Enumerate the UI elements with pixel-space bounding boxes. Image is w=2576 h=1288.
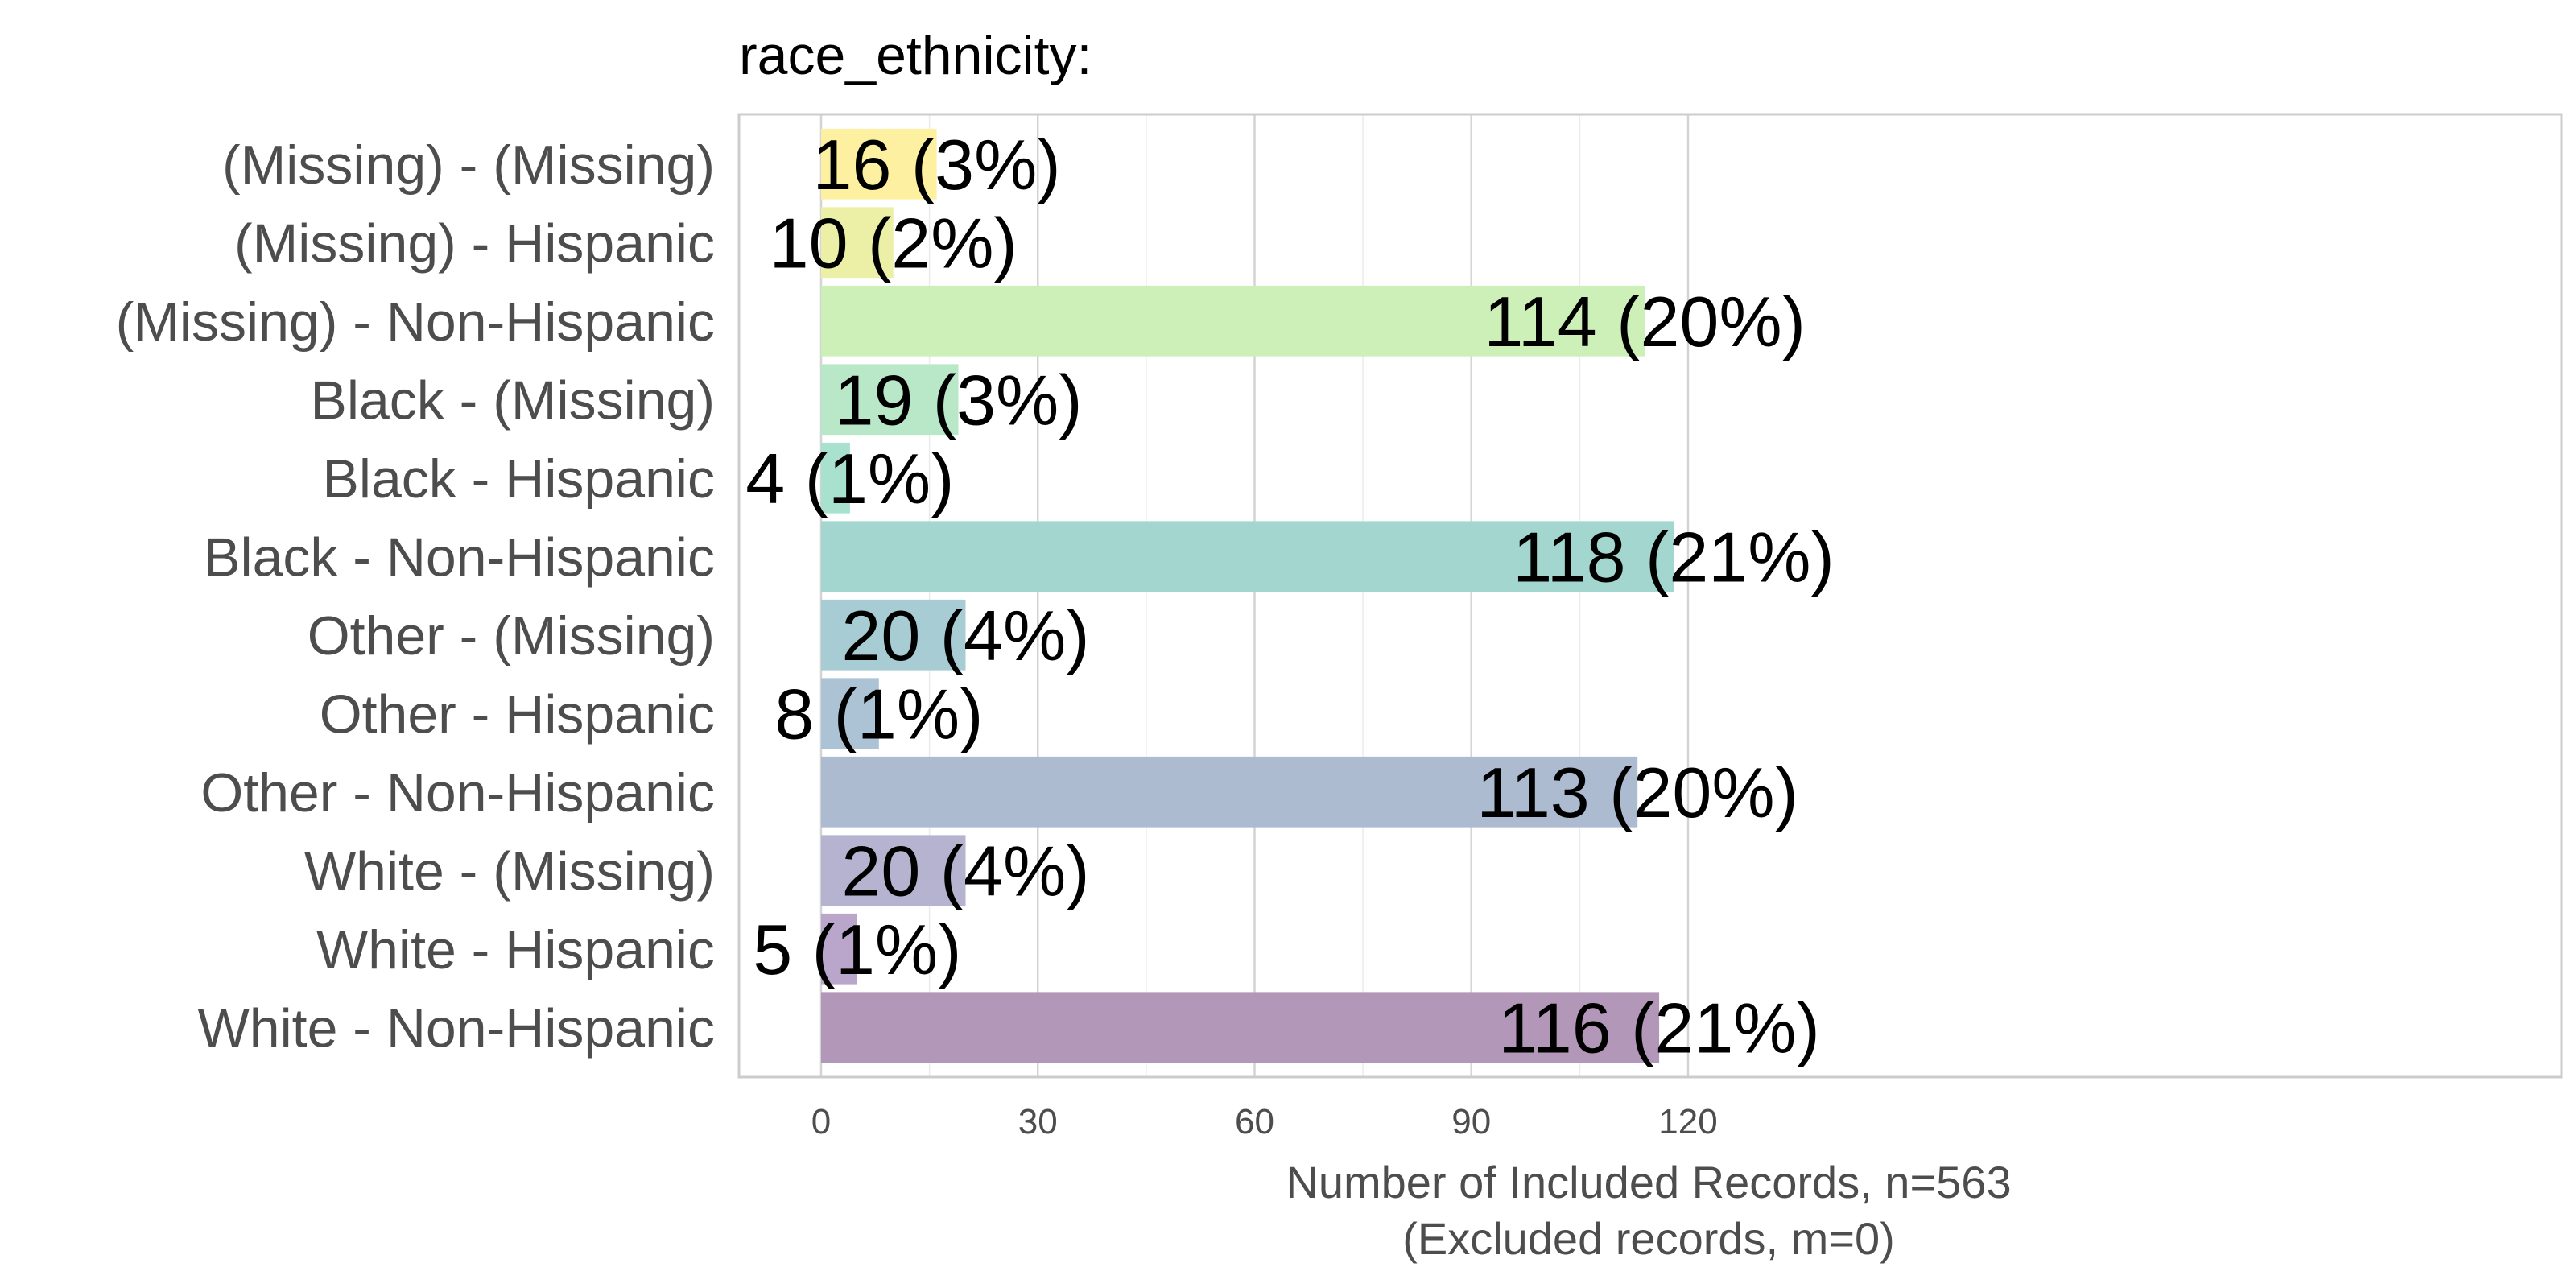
data-labels: 16 (3%)10 (2%) 114 (20%) 19 (3%)4 (1%) 118 … xyxy=(745,125,1834,1068)
category-label: Other - (Missing) xyxy=(308,605,715,667)
data-label: 19 (3%) xyxy=(834,360,1082,440)
data-label: 10 (2%) xyxy=(770,203,1018,283)
data-label: 116 (21%) xyxy=(1498,988,1819,1067)
data-label: 114 (20%) xyxy=(1484,282,1805,361)
bar xyxy=(821,364,959,436)
category-label: (Missing) - Hispanic xyxy=(234,213,715,274)
category-labels: (Missing) - (Missing) (Missing) - Hispani… xyxy=(116,134,715,1059)
bar xyxy=(821,835,966,906)
category-label: Other - Hispanic xyxy=(320,683,715,745)
data-label: 5 (1%) xyxy=(753,910,961,989)
bar xyxy=(821,285,1645,357)
x-axis-subtitle: (Excluded records, m=0) xyxy=(1402,1213,1895,1264)
chart-title: race_ethnicity: xyxy=(739,25,1092,86)
category-label: Black - Hispanic xyxy=(323,448,716,510)
data-label: 20 (4%) xyxy=(841,596,1089,675)
category-label: Other - Non-Hispanic xyxy=(200,762,715,824)
category-label: White - Non-Hispanic xyxy=(198,997,715,1059)
category-label: (Missing) - Non-Hispanic xyxy=(116,291,715,353)
x-tick-labels: 0 30 60 90 120 xyxy=(811,1102,1718,1141)
bar xyxy=(821,599,966,671)
category-label: Black - (Missing) xyxy=(311,369,716,431)
x-tick-label: 120 xyxy=(1658,1102,1717,1141)
x-tick-label: 60 xyxy=(1235,1102,1274,1141)
data-label: 16 (3%) xyxy=(813,125,1061,204)
data-label: 8 (1%) xyxy=(774,674,983,753)
x-tick-label: 0 xyxy=(811,1102,831,1141)
category-label: White - Hispanic xyxy=(316,919,715,980)
bars xyxy=(821,128,1674,1063)
category-label: Black - Non-Hispanic xyxy=(204,526,715,588)
plot-panel-border xyxy=(737,113,2563,1079)
category-label: White - (Missing) xyxy=(304,840,715,902)
bar xyxy=(821,913,857,985)
data-label: 20 (4%) xyxy=(841,831,1089,910)
bar xyxy=(821,756,1638,828)
data-label: 4 (1%) xyxy=(745,439,954,518)
category-label: (Missing) - (Missing) xyxy=(222,134,715,196)
data-label: 113 (20%) xyxy=(1476,753,1798,832)
bar xyxy=(821,442,850,514)
x-axis-title: Number of Included Records, n=563 xyxy=(1286,1157,2011,1208)
bar xyxy=(821,992,1660,1063)
bar xyxy=(821,207,894,279)
bar xyxy=(821,678,879,749)
x-tick-label: 30 xyxy=(1018,1102,1058,1141)
bar xyxy=(821,128,937,200)
bar xyxy=(821,521,1674,592)
data-label: 118 (21%) xyxy=(1513,517,1834,597)
x-tick-label: 90 xyxy=(1451,1102,1491,1141)
